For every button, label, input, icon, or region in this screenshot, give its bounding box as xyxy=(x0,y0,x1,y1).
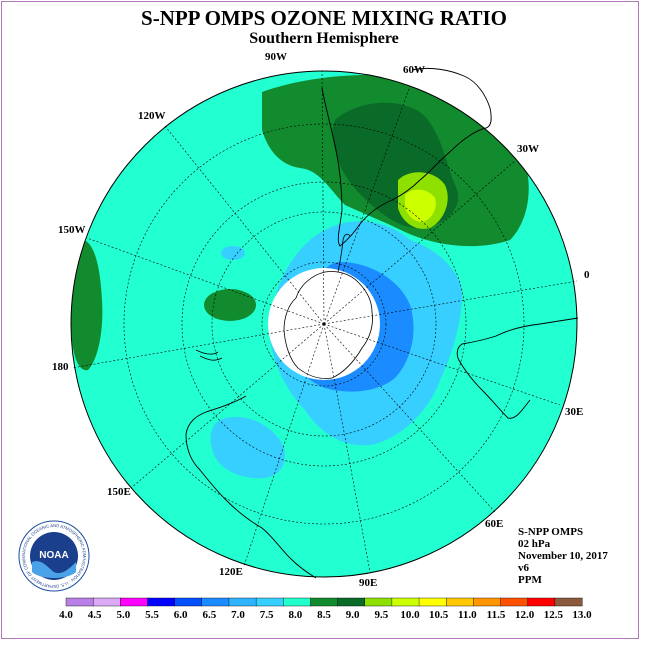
lon-label-90e: 90E xyxy=(359,577,377,589)
australia-outline xyxy=(185,395,317,579)
meridian-30w xyxy=(323,160,516,325)
meridian-180 xyxy=(71,323,325,369)
lon-label-120e: 120E xyxy=(219,566,243,578)
ozone-region-lightblue-spot xyxy=(221,246,245,260)
info-date: November 10, 2017 xyxy=(518,550,608,562)
lon-label-150e: 150E xyxy=(107,486,131,498)
south-america-outline xyxy=(321,67,492,247)
info-product: S-NPP OMPS xyxy=(518,526,584,538)
lon-label-30e: 30E xyxy=(565,406,583,418)
ozone-region-yellow xyxy=(405,189,436,222)
lon-label-90w: 90W xyxy=(265,51,287,63)
lon-label-0: 0 xyxy=(584,269,590,281)
info-version: v6 xyxy=(518,562,529,574)
meridian-30e xyxy=(323,323,561,406)
latitude-circle-40s xyxy=(123,123,525,525)
noaa-logo: NOAA NATIONAL OCEANIC AND ATMOSPHERIC AD… xyxy=(18,520,90,592)
map-title: S-NPP OMPS OZONE MIXING RATIO xyxy=(141,6,507,30)
latitude-circle-80s xyxy=(261,261,387,387)
latitude-circle-60s xyxy=(181,181,467,467)
noaa-logo-text: NOAA xyxy=(39,550,68,561)
latitude-circle-70s xyxy=(211,211,437,437)
map-boundary xyxy=(70,70,578,578)
lon-label-60w: 60W xyxy=(403,64,425,76)
ozone-region-lightblue-south xyxy=(210,416,285,479)
lon-label-150w: 150W xyxy=(58,224,86,236)
graticule xyxy=(71,70,578,573)
lon-label-180: 180 xyxy=(52,361,69,373)
new-zealand-outline xyxy=(195,349,223,361)
product-info: S-NPP OMPS 02 hPa November 10, 2017 v6 P… xyxy=(518,526,608,586)
antarctic-peninsula-outline xyxy=(337,233,351,273)
ozone-region-green-blob xyxy=(204,289,256,321)
meridian-0 xyxy=(323,280,578,325)
africa-outline xyxy=(456,317,579,419)
info-units: PPM xyxy=(518,574,542,586)
map-subtitle: Southern Hemisphere xyxy=(249,30,399,47)
info-level: 02 hPa xyxy=(518,538,551,550)
lon-label-30w: 30W xyxy=(517,143,539,155)
antarctica-outline xyxy=(283,271,373,379)
ozone-region-green-west xyxy=(71,239,103,371)
lon-label-120w: 120W xyxy=(138,110,166,122)
plot-frame xyxy=(1,1,639,639)
lon-label-60e: 60E xyxy=(485,518,503,530)
meridian-120e xyxy=(243,323,325,567)
noaa-logo-wave xyxy=(32,561,76,578)
